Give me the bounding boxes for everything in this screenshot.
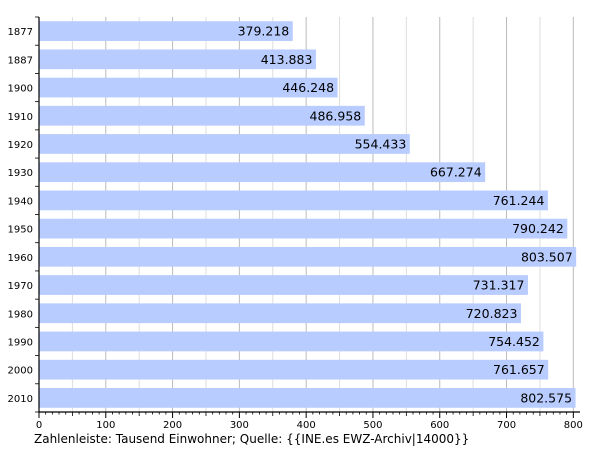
bar-value-label: 486.958 (310, 108, 362, 123)
bar (39, 49, 316, 70)
category-label: 2000 (8, 366, 33, 377)
bar (39, 359, 549, 380)
bar-value-label: 802.575 (520, 390, 572, 405)
category-label: 1970 (8, 281, 33, 292)
bar-value-label: 446.248 (282, 80, 334, 95)
category-label: 1990 (8, 337, 33, 348)
x-tick-label: 500 (363, 420, 382, 431)
bar-value-label: 731.317 (473, 278, 525, 293)
bar (39, 134, 410, 154)
category-label: 1887 (8, 55, 33, 66)
bar (39, 246, 577, 267)
bar (39, 388, 576, 408)
category-label: 1960 (8, 253, 33, 264)
category-label: 2010 (8, 394, 33, 405)
category-label: 1980 (8, 309, 33, 320)
bar-value-label: 667.274 (430, 165, 482, 180)
bar-value-label: 790.242 (512, 221, 564, 236)
x-tick-label: 800 (564, 420, 583, 431)
bar (39, 190, 548, 211)
category-label: 1920 (8, 140, 33, 151)
bar-value-label: 803.507 (521, 249, 573, 264)
bar-value-label: 761.244 (493, 193, 545, 208)
bar (39, 77, 338, 98)
bar (39, 105, 365, 126)
category-label: 1950 (8, 225, 33, 236)
x-tick-label: 300 (230, 420, 249, 431)
bar (39, 275, 528, 295)
x-tick-label: 600 (430, 420, 449, 431)
bar (39, 331, 544, 352)
bar-value-label: 413.883 (261, 52, 313, 67)
category-label: 1900 (8, 84, 33, 95)
category-label: 1910 (8, 112, 33, 123)
x-tick-label: 400 (297, 420, 316, 431)
bar (39, 303, 521, 324)
x-tick-label: 100 (96, 420, 115, 431)
x-tick-label: 0 (36, 420, 42, 431)
bar (39, 21, 293, 41)
bar-value-label: 761.657 (493, 362, 545, 377)
bar-value-label: 379.218 (238, 24, 290, 39)
bar (39, 162, 486, 183)
x-tick-label: 700 (497, 420, 516, 431)
category-label: 1877 (8, 27, 33, 38)
bar-value-label: 754.452 (488, 334, 540, 349)
chart-caption: Zahlenleiste: Tausend Einwohner; Quelle:… (34, 432, 470, 446)
category-label: 1930 (8, 168, 33, 179)
bar (39, 218, 568, 239)
category-label: 1940 (8, 196, 33, 207)
bar-value-label: 720.823 (466, 306, 518, 321)
bar-value-label: 554.433 (355, 136, 407, 151)
x-tick-label: 200 (163, 420, 182, 431)
